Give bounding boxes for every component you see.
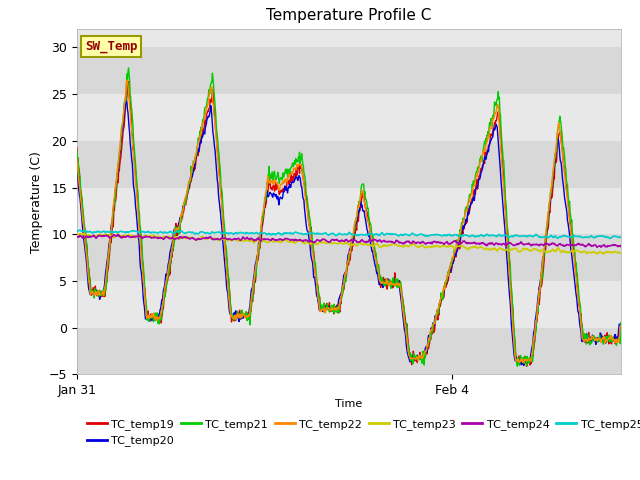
TC_temp19 <box>313 282 321 288</box>
TC_temp24 <box>498 242 506 248</box>
TC_temp20 <box>294 175 301 181</box>
TC_temp24 <box>115 232 122 238</box>
TC_temp23 <box>129 233 137 239</box>
Legend: TC_temp19, TC_temp20, TC_temp21, TC_temp22, TC_temp23, TC_temp24, TC_temp25: TC_temp19, TC_temp20, TC_temp21, TC_temp… <box>83 415 640 451</box>
TC_temp23 <box>313 241 321 247</box>
Bar <box>77 141 621 188</box>
TC_temp24 <box>508 241 515 247</box>
TC_temp24 <box>593 244 601 250</box>
TC_temp25 <box>313 230 321 236</box>
TC_temp25 <box>498 233 506 239</box>
TC_temp22 <box>294 162 301 168</box>
TC_temp22 <box>498 155 506 161</box>
TC_temp24 <box>294 238 301 243</box>
TC_temp24 <box>73 234 81 240</box>
TC_temp23 <box>498 246 506 252</box>
TC_temp24 <box>313 237 321 243</box>
Line: TC_temp23: TC_temp23 <box>77 233 621 254</box>
TC_temp19 <box>523 363 531 369</box>
TC_temp23 <box>447 243 455 249</box>
TC_temp19 <box>294 165 301 170</box>
TC_temp23 <box>508 247 515 252</box>
TC_temp20 <box>129 172 137 178</box>
TC_temp25 <box>447 232 455 238</box>
TC_temp20 <box>73 168 81 173</box>
TC_temp21 <box>73 147 81 153</box>
Line: TC_temp22: TC_temp22 <box>77 80 621 363</box>
TC_temp21 <box>508 284 515 290</box>
TC_temp25 <box>508 233 515 239</box>
TC_temp23 <box>73 232 81 238</box>
TC_temp19 <box>125 79 132 84</box>
TC_temp25 <box>77 228 84 233</box>
TC_temp21 <box>513 363 521 369</box>
TC_temp25 <box>294 230 301 236</box>
TC_temp20 <box>498 184 506 190</box>
TC_temp22 <box>124 77 131 83</box>
TC_temp22 <box>508 301 515 307</box>
Line: TC_temp20: TC_temp20 <box>77 100 621 365</box>
TC_temp22 <box>129 145 137 151</box>
Title: Temperature Profile C: Temperature Profile C <box>266 9 431 24</box>
Line: TC_temp24: TC_temp24 <box>77 235 621 247</box>
TC_temp20 <box>520 362 528 368</box>
Bar <box>77 48 621 94</box>
TC_temp21 <box>294 157 301 163</box>
TC_temp21 <box>125 65 132 71</box>
TC_temp25 <box>617 234 625 240</box>
TC_temp20 <box>508 322 515 327</box>
Text: SW_Temp: SW_Temp <box>85 40 138 53</box>
TC_temp20 <box>313 294 321 300</box>
TC_temp23 <box>294 238 301 243</box>
TC_temp22 <box>447 261 455 267</box>
TC_temp19 <box>617 325 625 331</box>
TC_temp19 <box>73 145 81 151</box>
Bar <box>77 234 621 281</box>
TC_temp21 <box>617 320 625 325</box>
TC_temp22 <box>73 156 81 162</box>
TC_temp22 <box>519 360 527 366</box>
TC_temp24 <box>129 234 137 240</box>
Bar <box>77 328 621 374</box>
Line: TC_temp25: TC_temp25 <box>77 230 621 239</box>
TC_temp24 <box>617 243 625 249</box>
Line: TC_temp21: TC_temp21 <box>77 68 621 366</box>
X-axis label: Time: Time <box>335 398 362 408</box>
TC_temp21 <box>447 260 455 265</box>
TC_temp25 <box>129 228 137 233</box>
TC_temp21 <box>498 134 506 140</box>
TC_temp25 <box>73 228 81 234</box>
TC_temp23 <box>600 251 608 257</box>
TC_temp22 <box>313 284 321 290</box>
TC_temp22 <box>617 324 625 329</box>
TC_temp20 <box>617 321 625 327</box>
Line: TC_temp19: TC_temp19 <box>77 82 621 366</box>
TC_temp19 <box>508 291 515 297</box>
TC_temp24 <box>447 240 455 246</box>
TC_temp20 <box>122 97 130 103</box>
TC_temp19 <box>447 270 455 276</box>
TC_temp23 <box>76 230 84 236</box>
TC_temp23 <box>617 251 625 256</box>
TC_temp19 <box>498 146 506 152</box>
TC_temp25 <box>606 236 614 241</box>
TC_temp21 <box>313 278 321 284</box>
TC_temp21 <box>129 120 137 126</box>
TC_temp19 <box>129 147 137 153</box>
TC_temp20 <box>447 267 455 273</box>
Y-axis label: Temperature (C): Temperature (C) <box>30 151 43 252</box>
